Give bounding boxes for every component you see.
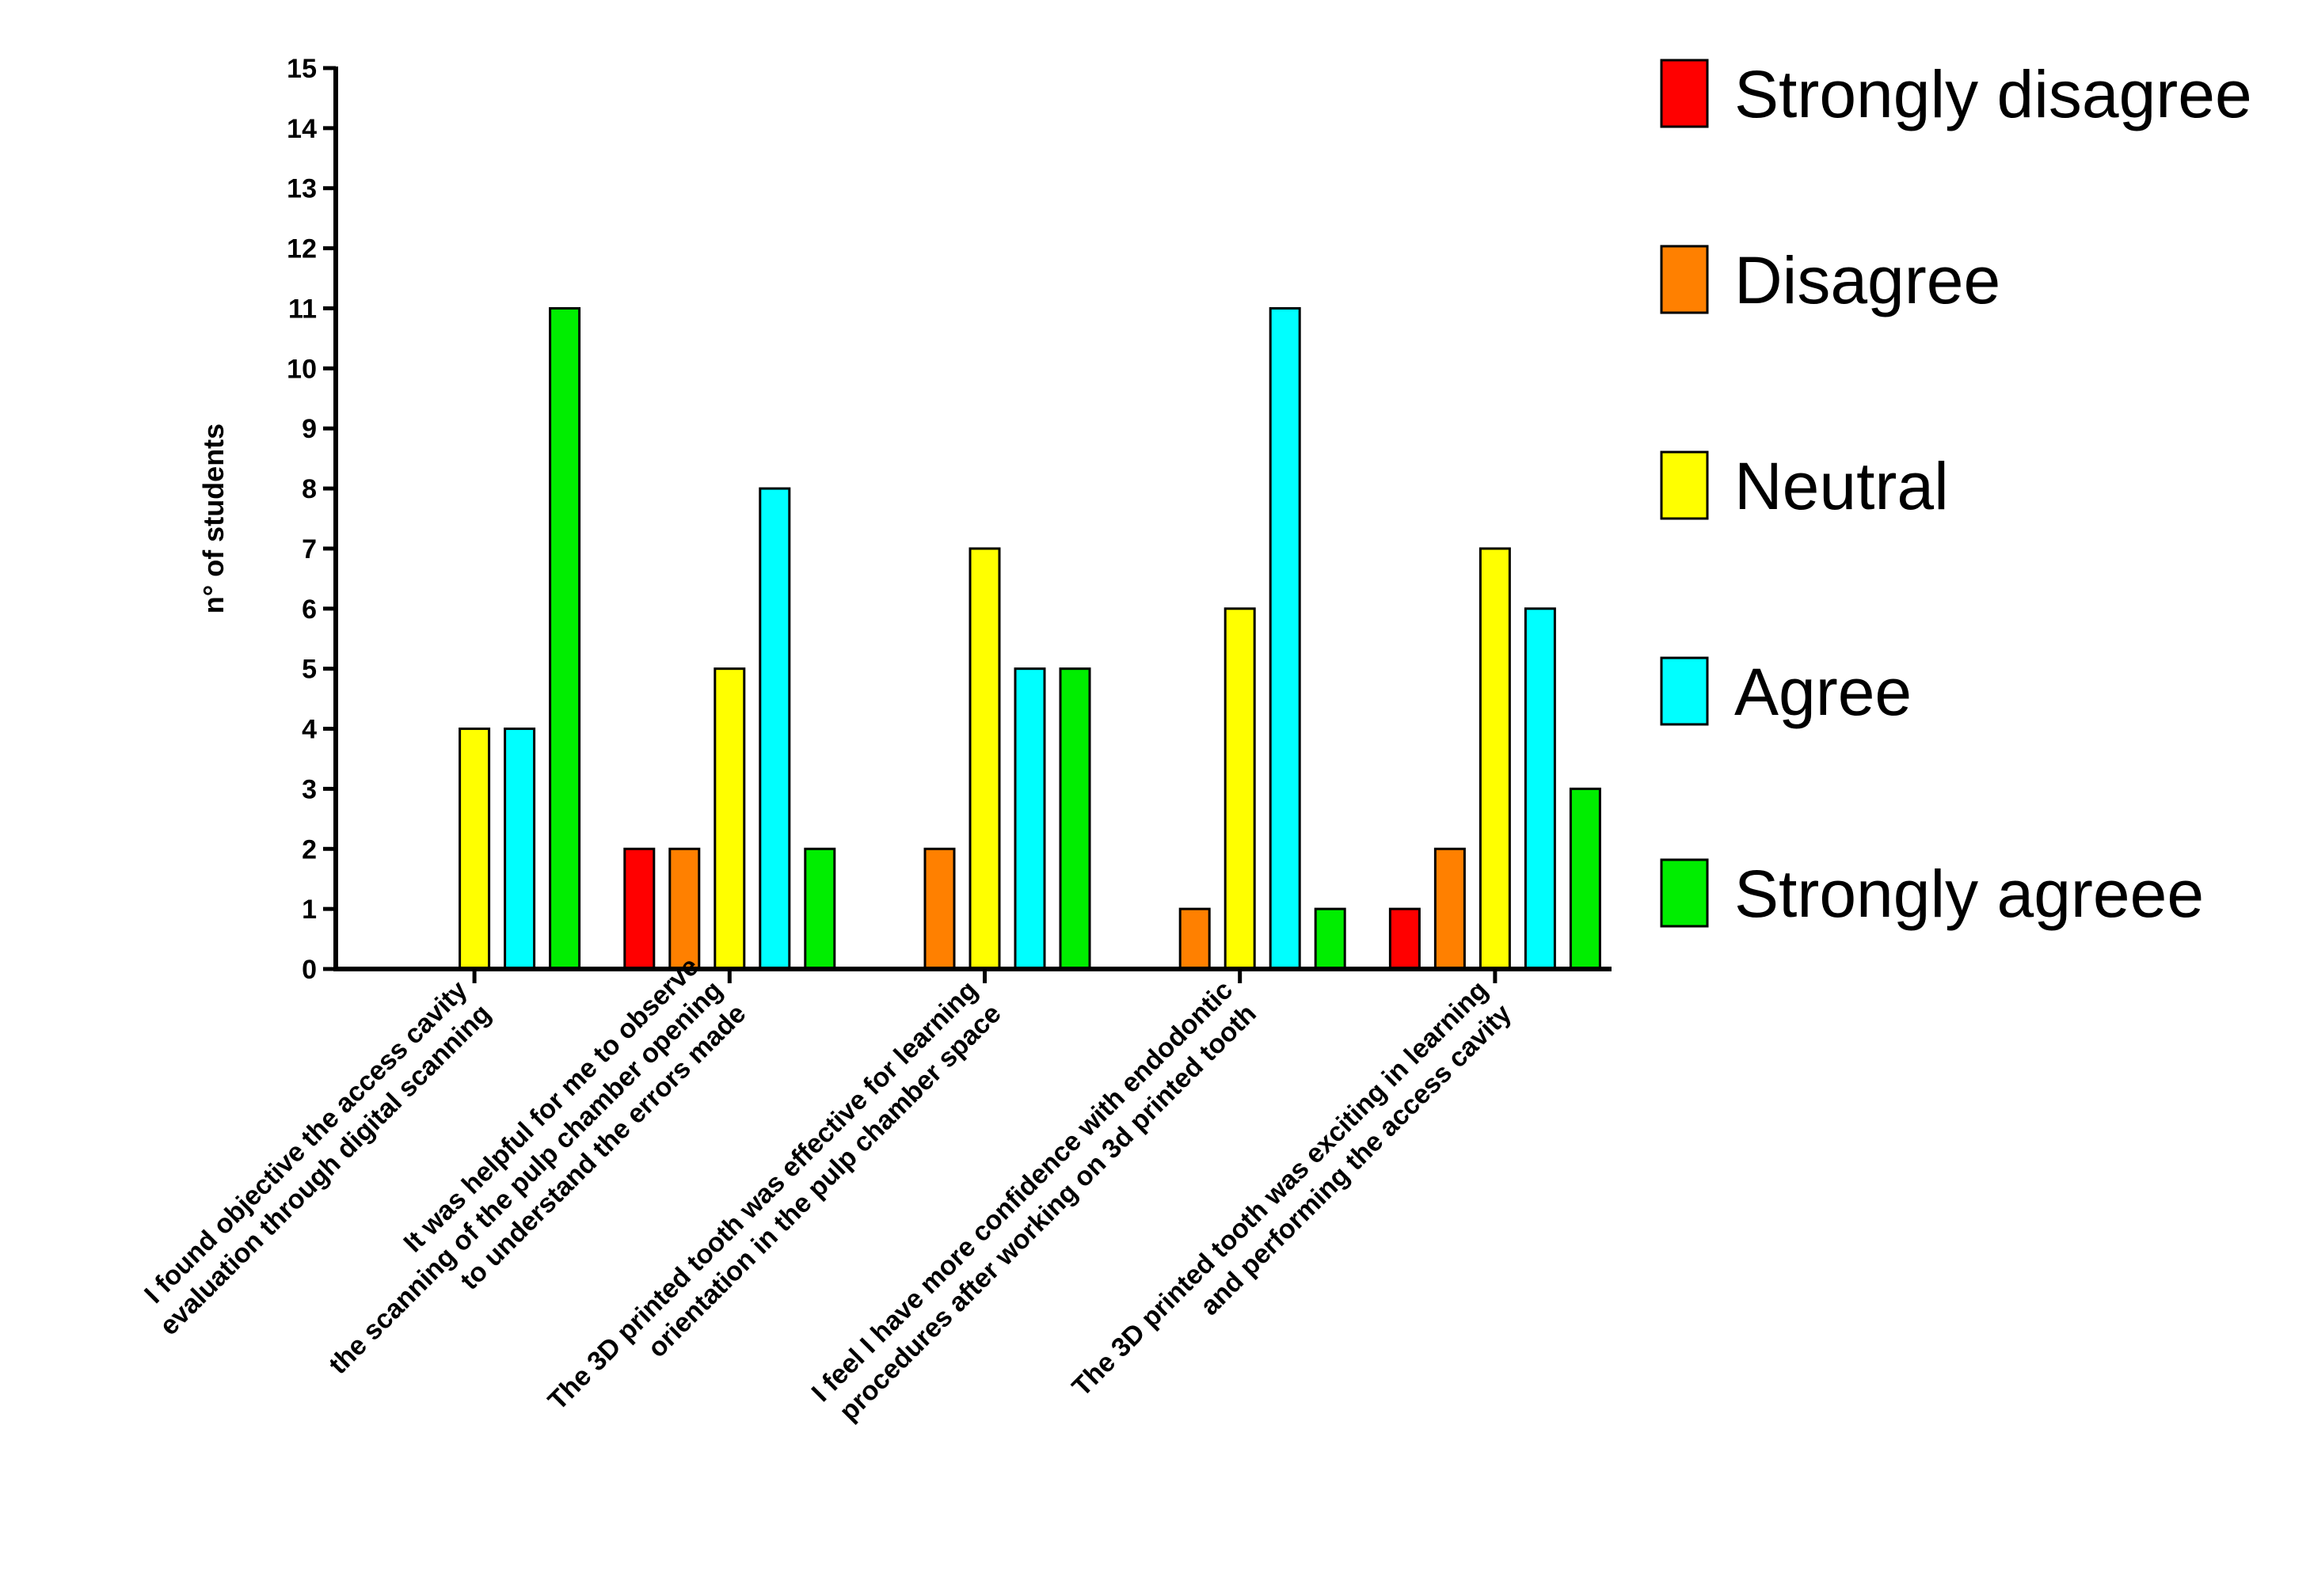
bar (1269, 306, 1301, 971)
y-tick-label: 4 (302, 715, 317, 745)
y-tick-label: 11 (288, 294, 317, 324)
legend-label: Strongly disagree (1734, 57, 2252, 131)
category-label-line: The 3D printed tooth was exciting in lea… (1067, 975, 1494, 1403)
bar (623, 847, 656, 971)
category-label-line: I feel I have more confidence with endod… (806, 975, 1239, 1408)
y-tick-label: 3 (302, 774, 317, 804)
bar (1569, 787, 1601, 971)
bar (459, 728, 491, 971)
bar (668, 847, 701, 971)
y-tick-label: 2 (302, 834, 317, 864)
category-label-line: evaluation through digital scanning (154, 998, 497, 1341)
legend-swatch (1660, 245, 1709, 314)
bar (714, 667, 746, 971)
legend-swatch (1660, 59, 1709, 128)
bar (1478, 547, 1511, 971)
legend-swatch (1660, 858, 1709, 928)
bars-layer (459, 306, 1601, 971)
y-tick-label: 5 (302, 655, 317, 685)
bar (1014, 667, 1046, 971)
y-axis-title: n° of students (197, 424, 230, 614)
legend: Strongly disagree Disagree Neutral Agree Str… (1660, 57, 2252, 931)
legend-label: Agree (1734, 655, 1912, 729)
category-label-line: and performing the access cavity (1194, 998, 1517, 1321)
legend-swatch (1660, 656, 1709, 726)
category-labels: I found objective the access cavityevalu… (139, 952, 1518, 1427)
bar (1524, 607, 1556, 971)
category-label: I feel I have more confidence with endod… (806, 975, 1262, 1427)
y-tick-label: 1 (302, 895, 317, 925)
bar (1178, 907, 1211, 971)
bar (759, 487, 791, 971)
y-tick-label: 0 (302, 955, 317, 985)
y-tick-label: 15 (287, 54, 317, 84)
legend-label: Neutral (1734, 449, 1949, 523)
bar (549, 306, 581, 971)
y-tick-label: 6 (302, 595, 317, 625)
y-tick-label: 12 (287, 234, 317, 264)
legend-swatch (1660, 450, 1709, 520)
category-label: I found objective the access cavityevalu… (139, 975, 497, 1342)
legend-label: Disagree (1734, 243, 2000, 317)
bar (804, 847, 836, 971)
y-tick-label: 9 (302, 414, 317, 444)
bar (1433, 847, 1466, 971)
bar (504, 728, 536, 971)
legend-label: Strongly agreee (1734, 857, 2204, 931)
category-label: The 3D printed tooth was exciting in lea… (1067, 975, 1518, 1403)
y-tick-label: 13 (287, 174, 317, 204)
y-tick-label: 10 (287, 354, 317, 384)
bar (1314, 907, 1346, 971)
axes-layer (333, 66, 1612, 971)
bar (1059, 667, 1091, 971)
y-tick-label: 7 (302, 534, 317, 564)
bar (1388, 907, 1421, 971)
bar (923, 847, 956, 971)
y-tick-label: 8 (302, 474, 317, 504)
y-tick-label: 14 (287, 114, 317, 144)
bar (969, 547, 1001, 971)
bar (1224, 607, 1256, 971)
